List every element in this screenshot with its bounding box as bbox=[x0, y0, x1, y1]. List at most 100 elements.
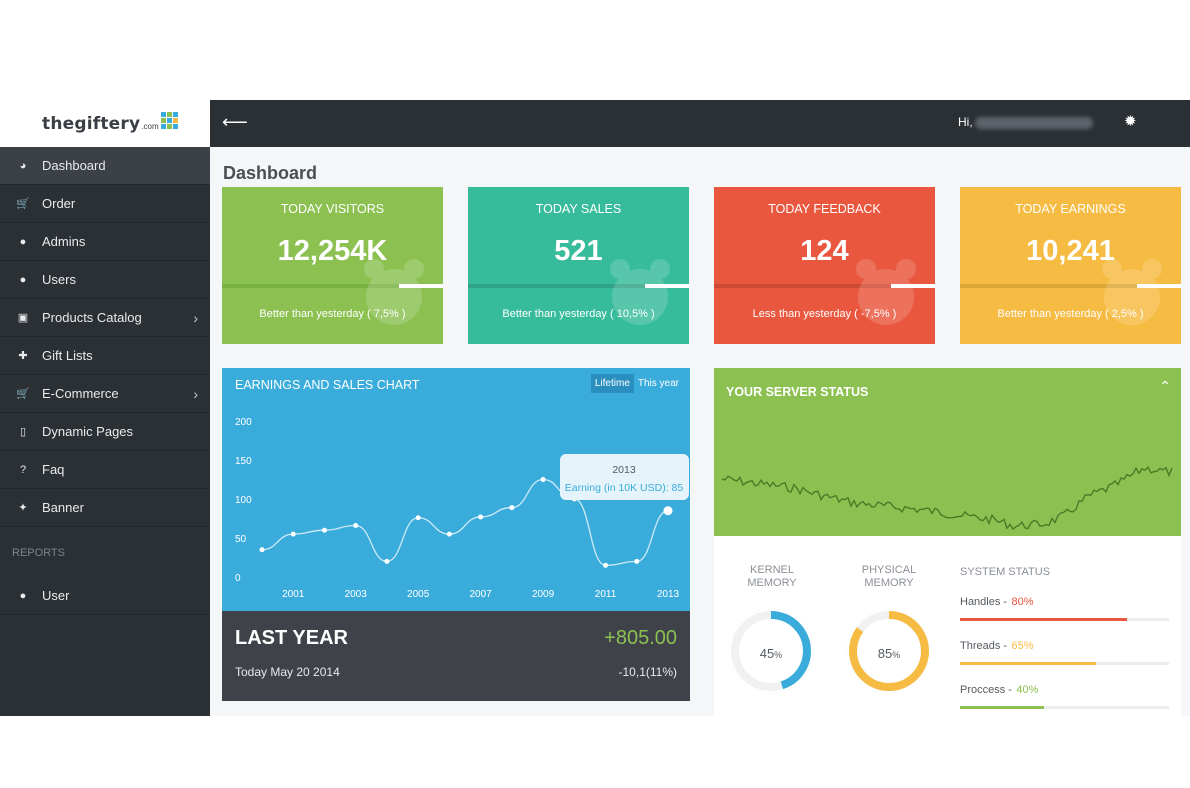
system-status-fill bbox=[960, 706, 1044, 709]
logo-tile bbox=[160, 111, 166, 117]
stat-progress-fill bbox=[399, 284, 443, 288]
tab-this-year[interactable]: This year bbox=[637, 378, 679, 389]
stat-progress-bar bbox=[468, 284, 689, 288]
sidebar-item-label: Users bbox=[42, 272, 76, 287]
sidebar-item-e-commerce[interactable]: 🛒 E-Commerce › bbox=[0, 375, 210, 413]
sidebar-item-label: Admins bbox=[42, 234, 86, 249]
data-point[interactable] bbox=[415, 515, 421, 521]
server-status-panel: YOUR SERVER STATUS ⌃ bbox=[714, 368, 1181, 536]
stat-card-today-sales[interactable]: TODAY SALES 521 Better than yesterday ( 10… bbox=[468, 187, 689, 344]
stat-progress-bar bbox=[960, 284, 1181, 288]
data-point[interactable] bbox=[446, 531, 452, 537]
kernel-memory-value: 45% bbox=[759, 646, 783, 661]
user-icon: ● bbox=[19, 273, 27, 286]
data-point[interactable] bbox=[259, 547, 265, 553]
stat-progress-bar bbox=[222, 284, 443, 288]
gauge-fill bbox=[849, 611, 929, 691]
data-point[interactable] bbox=[353, 523, 359, 529]
data-point[interactable] bbox=[634, 558, 640, 564]
sidebar-item-banner[interactable]: ✦ Banner bbox=[0, 489, 210, 527]
sidebar-item-products-catalog[interactable]: ▣ Products Catalog › bbox=[0, 299, 210, 337]
stat-title: TODAY SALES bbox=[535, 202, 622, 216]
tab-lifetime[interactable]: Lifetime bbox=[590, 374, 634, 393]
sidebar-item-users[interactable]: ● Users bbox=[0, 261, 210, 299]
sidebar-item-label: Dashboard bbox=[42, 158, 106, 173]
y-tick-label: 0 bbox=[235, 573, 241, 584]
y-tick-label: 150 bbox=[235, 456, 252, 467]
sidebar-item-dynamic-pages[interactable]: ▯ Dynamic Pages bbox=[0, 413, 210, 451]
sidebar-item-dashboard[interactable]: ◕ Dashboard bbox=[0, 147, 210, 185]
x-tick-label: 2011 bbox=[595, 589, 617, 600]
physical-memory-label: PHYSICAL MEMORY bbox=[849, 564, 929, 590]
topbar: ⟵ Hi, ✹ bbox=[210, 100, 1190, 147]
x-tick-label: 2001 bbox=[282, 589, 305, 600]
cart-icon: 🛒 bbox=[16, 388, 30, 400]
gauge-tick-ring bbox=[728, 608, 814, 694]
logo-tile bbox=[160, 123, 166, 129]
stat-progress-fill bbox=[645, 284, 689, 288]
system-status-row: Threads - 65% bbox=[960, 636, 1169, 665]
logo-tile bbox=[166, 117, 172, 123]
stat-comparison-note: Better than yesterday ( 10,5% ) bbox=[502, 308, 655, 320]
sidebar-item-order[interactable]: 🛒 Order bbox=[0, 185, 210, 223]
y-tick-label: 200 bbox=[235, 417, 252, 428]
system-status-label: Threads - bbox=[960, 640, 1008, 652]
dashboard-icon: ◕ bbox=[19, 159, 27, 172]
data-point[interactable] bbox=[663, 506, 673, 516]
data-point[interactable] bbox=[321, 527, 327, 533]
chart-tooltip: 2013 Earning (in 10K USD): 85 bbox=[560, 454, 689, 500]
user-greeting[interactable]: Hi, bbox=[958, 115, 1093, 129]
stat-card-today-visitors[interactable]: TODAY VISITORS 12,254K Better than yesterd… bbox=[222, 187, 443, 344]
x-tick-label: 2005 bbox=[407, 589, 430, 600]
sidebar-item-faq[interactable]: ? Faq bbox=[0, 451, 210, 489]
sidebar-item-gift-lists[interactable]: ✚ Gift Lists bbox=[0, 337, 210, 375]
main-content: Dashboard TODAY VISITORS 12,254K Better th… bbox=[210, 147, 1190, 716]
sidebar-item-label: Products Catalog bbox=[42, 310, 142, 325]
stat-value: 12,254K bbox=[277, 235, 388, 267]
logo-tile bbox=[160, 117, 166, 123]
data-point[interactable] bbox=[290, 531, 296, 537]
data-point[interactable] bbox=[384, 558, 390, 564]
logo-tile bbox=[172, 111, 178, 117]
stat-comparison-note: Less than yesterday ( -7,5% ) bbox=[752, 308, 897, 320]
stat-card-today-earnings[interactable]: TODAY EARNINGS 10,241 Better than yesterda… bbox=[960, 187, 1181, 344]
sidebar-item-admins[interactable]: ● Admins bbox=[0, 223, 210, 261]
money-icon bbox=[1102, 259, 1162, 325]
stat-card-today-feedback[interactable]: TODAY FEEDBACK 124 Less than yesterday ( -… bbox=[714, 187, 935, 344]
user-icon: ● bbox=[19, 589, 27, 602]
stat-progress-fill bbox=[891, 284, 935, 288]
system-status-bar bbox=[960, 618, 1169, 621]
user-email-redacted bbox=[974, 116, 1093, 129]
data-point[interactable] bbox=[540, 477, 546, 482]
data-point[interactable] bbox=[603, 562, 609, 568]
x-tick-label: 2009 bbox=[532, 589, 555, 600]
last-year-title: LAST YEAR bbox=[235, 627, 348, 649]
kernel-memory-gauge bbox=[728, 608, 814, 694]
chat-icon bbox=[856, 259, 916, 325]
y-tick-label: 100 bbox=[235, 495, 252, 506]
system-status-fill bbox=[960, 662, 1096, 665]
earnings-chart: 0 50 100 150 200 2001 2003 2005 2007 2009 2011 2013… bbox=[235, 417, 689, 600]
last-year-date: Today May 20 2014 bbox=[235, 665, 340, 679]
sidebar-item-label: Faq bbox=[42, 462, 65, 477]
magic-wand-icon: ✦ bbox=[18, 502, 28, 514]
stat-progress-fill bbox=[1137, 284, 1181, 288]
data-point[interactable] bbox=[478, 514, 484, 520]
data-point[interactable] bbox=[509, 505, 515, 511]
sidebar-item-report-user[interactable]: ● User bbox=[0, 577, 210, 615]
back-arrow-icon[interactable]: ⟵ bbox=[222, 112, 248, 132]
sidebar-item-label: User bbox=[42, 588, 70, 603]
x-tick-label: 2003 bbox=[345, 589, 368, 600]
physical-label-line2: MEMORY bbox=[864, 577, 914, 589]
system-status-label: Handles - bbox=[960, 596, 1008, 608]
brand-mark-icon bbox=[160, 111, 178, 129]
stat-comparison-note: Better than yesterday ( 2,5% ) bbox=[997, 308, 1144, 320]
system-status-row: Handles - 80% bbox=[960, 592, 1169, 621]
brand-logo[interactable]: thegiftery .com bbox=[0, 100, 210, 147]
gear-icon[interactable]: ✹ bbox=[1124, 113, 1137, 130]
server-details: KERNEL MEMORY PHYSICAL MEMORY 45% 85% SY… bbox=[714, 536, 1181, 716]
collapse-chevron-up-icon[interactable]: ⌃ bbox=[1159, 378, 1171, 394]
paw-icon bbox=[364, 259, 424, 325]
system-status-label-line: Threads - 65% bbox=[960, 636, 1169, 654]
stat-title: TODAY VISITORS bbox=[280, 202, 385, 216]
